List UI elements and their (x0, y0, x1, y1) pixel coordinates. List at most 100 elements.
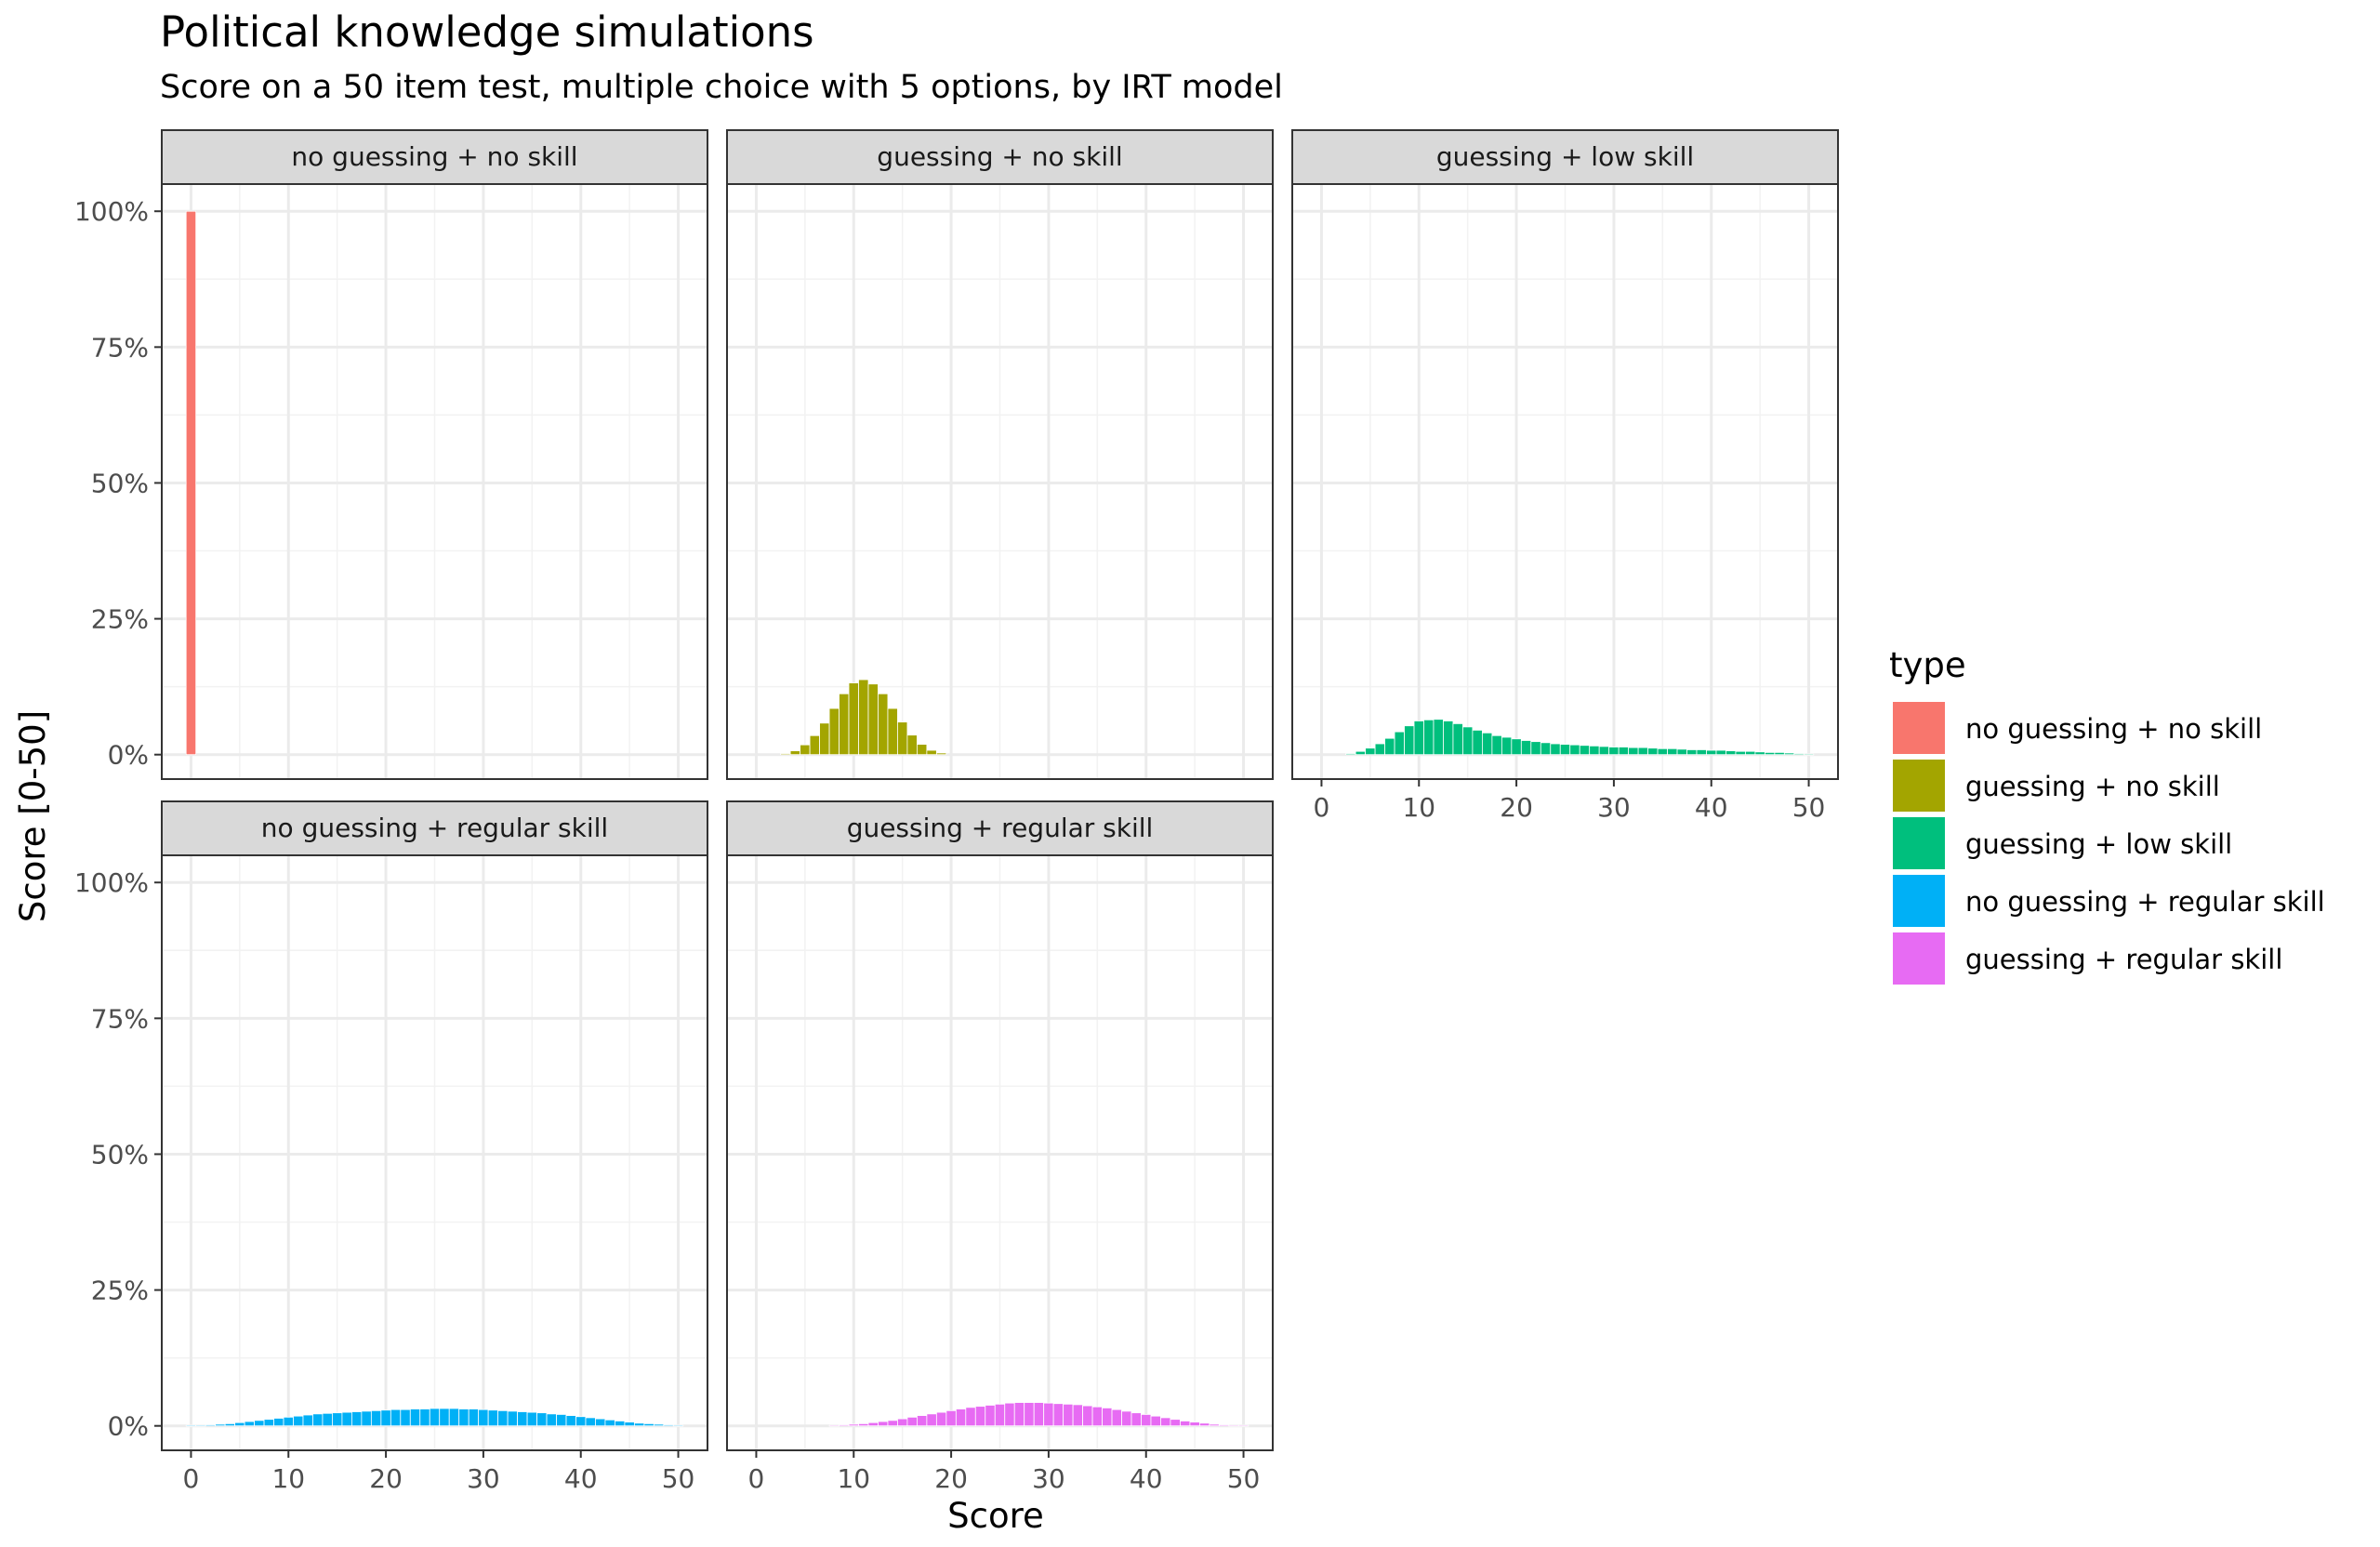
panel-4-bar (254, 1420, 265, 1427)
legend-swatch (1893, 702, 1945, 754)
panel-3-x-tick-label: 50 (1792, 792, 1826, 823)
panel-3-bar (1443, 721, 1454, 756)
panel-3-bar (1374, 743, 1385, 756)
panel-5-x-tick-label: 20 (934, 1463, 968, 1494)
panel-3-bar (1628, 747, 1639, 756)
panel-1-y-tick-label: 50% (91, 468, 149, 498)
panel-4-bar (293, 1415, 304, 1427)
panel-2-bar (906, 734, 918, 756)
panel-3-bar (1559, 744, 1571, 756)
panel-5-bar (839, 1424, 850, 1427)
panel-3-bar (1520, 740, 1532, 756)
panel-3-x-tick-label: 10 (1402, 792, 1435, 823)
panel-5-x-tick-label: 40 (1130, 1463, 1163, 1494)
panel-5-bar (858, 1422, 869, 1427)
panel-5-bar (1024, 1402, 1035, 1427)
panel-5-bar (1160, 1417, 1171, 1427)
panel-1-y-tick-label: 25% (91, 604, 149, 635)
panel-3-bar (1394, 731, 1405, 756)
panel-3-x-tick-label: 0 (1314, 792, 1330, 823)
panel-5-strip-label: guessing + regular skill (847, 813, 1154, 843)
panel-4-bar (273, 1418, 284, 1427)
panel-3-bar (1413, 721, 1424, 756)
panel-3-bar (1715, 749, 1726, 756)
panel-4-x-tick-label: 50 (662, 1463, 695, 1494)
legend-entry-label: no guessing + regular skill (1965, 886, 2325, 918)
panel-5-bar (887, 1420, 898, 1427)
panel-3-bar (1433, 719, 1444, 756)
panel-3-bar (1774, 751, 1785, 756)
panel-4-x-tick-label: 0 (183, 1463, 200, 1494)
panel-4-bar (400, 1408, 411, 1427)
panel-5-bar (1170, 1419, 1181, 1427)
panel-2-bar (935, 752, 947, 756)
panel-3-bar (1676, 748, 1687, 756)
panel-5-bar (994, 1403, 1006, 1427)
panel-4-bar (615, 1421, 626, 1427)
panel-4-bar (624, 1421, 635, 1427)
panel-5-bar (1082, 1405, 1093, 1427)
panel-3-bar (1793, 753, 1805, 756)
panel-1-y-tick-label: 0% (108, 740, 149, 771)
panel-2-bar (780, 753, 791, 756)
panel-2-bar (897, 721, 908, 756)
panel-1-strip (161, 129, 708, 185)
chart-subtitle: Score on a 50 item test, multiple choice… (160, 69, 1283, 106)
panel-4-bar (390, 1408, 402, 1427)
panel-3-bar (1452, 722, 1463, 756)
panel-4-bar (536, 1412, 548, 1427)
legend-title: type (1889, 645, 1966, 685)
panel-5-bar (935, 1411, 947, 1427)
panel-4-bar (663, 1424, 674, 1427)
panel-1-y-tick-label: 100% (74, 196, 149, 227)
panel-4-bar (244, 1421, 255, 1427)
panel-2-bar (800, 744, 811, 756)
panel-3-bar (1783, 752, 1795, 756)
panel-4-bar (633, 1422, 645, 1427)
panel-4-y-tick-label: 100% (74, 867, 149, 898)
panel-3-bar (1530, 741, 1541, 756)
panel-4-bar (497, 1409, 509, 1427)
panel-3-bar (1540, 742, 1552, 756)
panel-3-x-tick-label: 30 (1597, 792, 1631, 823)
panel-5-x-tick-label: 10 (837, 1463, 870, 1494)
panel-3-bar (1754, 751, 1765, 756)
panel-4-bar (585, 1417, 596, 1427)
panel-2-bar (839, 693, 850, 756)
panel-3-bar (1706, 749, 1717, 756)
panel-4-x-tick-label: 20 (369, 1463, 403, 1494)
panel-5-bar (1111, 1408, 1122, 1427)
panel-4-bar (507, 1410, 518, 1427)
panel-5-bar (867, 1421, 879, 1427)
panel-3-bar (1618, 747, 1630, 756)
panel-4-bar (672, 1424, 684, 1427)
panel-4-y-tick-label: 50% (91, 1139, 149, 1170)
panel-3-bar (1647, 747, 1659, 756)
panel-2-bar (887, 707, 898, 756)
panel-4-bar (468, 1408, 480, 1427)
panel-4-x-tick-label: 10 (271, 1463, 305, 1494)
legend-entry-label: guessing + low skill (1965, 828, 2232, 860)
panel-5-strip (726, 800, 1274, 856)
panel-3-bar (1501, 736, 1513, 756)
panel-5-bar (1063, 1403, 1074, 1427)
panel-5-bar (1141, 1414, 1152, 1427)
panel-3-bar (1735, 750, 1746, 756)
legend-entry-label: guessing + no skill (1965, 771, 2220, 802)
panel-1-strip-label: no guessing + no skill (291, 141, 577, 172)
panel-4-bar (575, 1416, 587, 1427)
panel-5-bar (1013, 1402, 1025, 1427)
panel-3-bar (1404, 725, 1415, 756)
panel-2-strip-label: guessing + no skill (877, 141, 1122, 172)
panel-3-bar (1667, 747, 1678, 756)
panel-3-bar (1637, 747, 1648, 756)
y-axis-title: Score [0-50] (13, 710, 53, 922)
panel-1-y-tick-label: 75% (91, 332, 149, 363)
panel-4-bar (419, 1408, 430, 1427)
panel-3-bar (1511, 738, 1522, 756)
panel-3-bar (1345, 753, 1356, 756)
panel-5-bar (1218, 1424, 1230, 1427)
panel-4-bar (224, 1422, 236, 1427)
panel-4-strip (161, 800, 708, 856)
